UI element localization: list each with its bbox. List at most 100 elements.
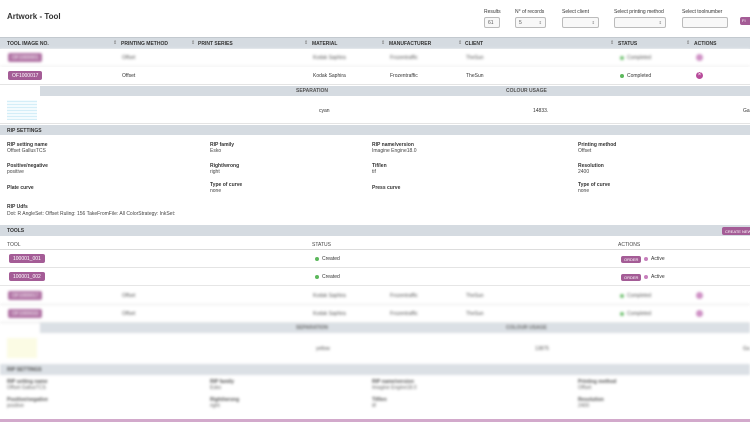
sort-icon[interactable]: ⇕ bbox=[686, 40, 691, 46]
col-status[interactable]: STATUS bbox=[618, 41, 638, 47]
order-button[interactable]: ORDER bbox=[621, 256, 642, 263]
status-dot-icon bbox=[620, 73, 624, 78]
colour-usage-label: COLOUR USAGE bbox=[506, 325, 547, 331]
results-label: Results bbox=[484, 9, 501, 15]
printing-method-filter: Select printing method ⇕ bbox=[614, 9, 666, 28]
active-status: Active bbox=[644, 274, 665, 280]
tool-row[interactable]: 100001_001 Created ORDER Active bbox=[0, 250, 750, 268]
tool-badge[interactable]: 100001_001 bbox=[9, 254, 45, 263]
close-icon[interactable]: × bbox=[696, 72, 703, 79]
create-new-button[interactable]: CREATE NEW bbox=[722, 227, 750, 235]
colour-usage-label: COLOUR USAGE bbox=[506, 88, 547, 94]
order-button[interactable]: ORDER bbox=[621, 274, 642, 281]
client-cell: TheSun bbox=[466, 73, 484, 79]
col-printing-method[interactable]: PRINTING METHOD bbox=[121, 41, 168, 47]
material-cell: Kodak Saphira bbox=[313, 73, 346, 79]
rip-settings-panel: RIP setting name Offset GallusTCS RIP fa… bbox=[0, 375, 750, 419]
status-cell: Completed bbox=[620, 293, 651, 299]
sort-icon[interactable]: ⇕ bbox=[458, 40, 463, 46]
separation-panel: SEPARATION COLOUR USAGE yellow 13875 Ga bbox=[0, 323, 750, 364]
separation-row: cyan 14833. Ga bbox=[0, 96, 750, 124]
rip-field-value: Offset bbox=[578, 148, 592, 154]
rip-field-label: Printing method bbox=[578, 379, 617, 385]
table-header: TOOL IMAGE NO. ⇕ PRINTING METHOD ⇕ PRINT… bbox=[0, 37, 750, 49]
rip-field-value: right bbox=[210, 403, 220, 409]
client-filter: Select client ⇕ bbox=[562, 9, 599, 28]
manufacturer-cell: Frozentraffic bbox=[390, 55, 418, 61]
client-label: Select client bbox=[562, 9, 589, 15]
action-icon[interactable] bbox=[696, 292, 703, 299]
separation-preview-image bbox=[7, 338, 37, 358]
rip-field-value: positive bbox=[7, 403, 24, 409]
rip-field-value: Offset GallusTCS bbox=[7, 148, 46, 154]
records-filter: N° of records 5 ⇕ bbox=[515, 9, 546, 28]
toolnumber-label: Select toolnumber bbox=[682, 9, 723, 15]
filter-button[interactable]: FI bbox=[740, 17, 750, 25]
action-icon[interactable] bbox=[696, 310, 703, 317]
rip-settings-title: RIP SETTINGS bbox=[7, 367, 42, 373]
records-select[interactable]: 5 ⇕ bbox=[515, 17, 546, 28]
col-tool-image[interactable]: TOOL IMAGE NO. bbox=[7, 41, 49, 47]
rip-field-label: RIP family bbox=[210, 379, 235, 385]
rip-field-label: Positive/negative bbox=[7, 163, 48, 169]
rip-field-value: Offset GallusTCS bbox=[7, 385, 46, 391]
table-row[interactable]: OF1000001 Offset Kodak Saphira Frozentra… bbox=[0, 49, 750, 67]
sort-icon[interactable]: ⇕ bbox=[113, 40, 118, 46]
tool-no-badge[interactable]: OF1000001 bbox=[8, 53, 43, 62]
rip-field-value: Esko bbox=[210, 148, 222, 154]
status-dot-icon bbox=[620, 293, 624, 298]
colour-usage-value: 13875 bbox=[535, 346, 549, 352]
separation-color: yellow bbox=[316, 346, 330, 352]
material-cell: Kodak Saphira bbox=[313, 311, 346, 317]
separation-header: SEPARATION COLOUR USAGE bbox=[40, 86, 750, 96]
client-select[interactable]: ⇕ bbox=[562, 17, 599, 28]
sort-icon[interactable]: ⇕ bbox=[610, 40, 615, 46]
rip-field-value: none bbox=[210, 188, 222, 194]
printing-method-cell: Offset bbox=[122, 55, 136, 61]
status-dot-icon bbox=[315, 274, 319, 279]
rip-field-label: Resolution bbox=[578, 397, 604, 403]
rip-field-label: Positive/negative bbox=[7, 397, 48, 403]
rip-field-label: Resolution bbox=[578, 163, 604, 169]
col-client[interactable]: CLIENT bbox=[465, 41, 484, 47]
col-print-series[interactable]: PRINT SERIES bbox=[198, 41, 233, 47]
rip-field-label: Right/wrong bbox=[210, 163, 240, 169]
printing-method-select[interactable]: ⇕ bbox=[614, 17, 666, 28]
page-title: Artwork - Tool bbox=[7, 12, 61, 21]
status-text: Completed bbox=[627, 311, 652, 317]
separation-label: SEPARATION bbox=[296, 325, 329, 331]
action-icon[interactable] bbox=[696, 54, 703, 61]
tool-badge[interactable]: 100001_002 bbox=[9, 272, 45, 281]
blurred-content: OF1000017 Offset Kodak Saphira Frozentra… bbox=[0, 287, 750, 422]
col-tool-status: STATUS bbox=[312, 242, 331, 248]
tool-row[interactable]: 100001_002 Created ORDER Active bbox=[0, 268, 750, 286]
separation-extra: Ga bbox=[743, 346, 750, 352]
col-material[interactable]: MATERIAL bbox=[312, 41, 338, 47]
printing-method-cell: Offset bbox=[122, 293, 136, 299]
sort-icon[interactable]: ⇕ bbox=[304, 40, 309, 46]
rip-settings-panel: RIP setting name Offset GallusTCS RIP fa… bbox=[0, 135, 750, 221]
status-text: Completed bbox=[627, 293, 652, 299]
separation-label: SEPARATION bbox=[296, 88, 329, 94]
select-arrows-icon: ⇕ bbox=[591, 20, 595, 25]
rip-field-value: tif bbox=[372, 403, 376, 409]
sort-icon[interactable]: ⇕ bbox=[191, 40, 196, 46]
records-label: N° of records bbox=[515, 9, 545, 15]
table-row[interactable]: OF1000033 Offset Kodak Saphira Frozentra… bbox=[0, 305, 750, 323]
rip-field-value: tif bbox=[372, 169, 376, 175]
active-dot-icon bbox=[644, 274, 648, 279]
col-manufacturer[interactable]: MANUFACTURER bbox=[389, 41, 432, 47]
tool-status-text: Created bbox=[322, 256, 340, 262]
toolnumber-input[interactable] bbox=[682, 17, 728, 28]
rip-field-value: 2400 bbox=[578, 403, 590, 409]
table-row[interactable]: OF1000017 Offset Kodak Saphira Frozentra… bbox=[0, 287, 750, 305]
tool-no-badge[interactable]: OF1000017 bbox=[8, 291, 43, 300]
toolnumber-filter: Select toolnumber bbox=[682, 9, 728, 28]
active-text: Active bbox=[651, 274, 665, 280]
sort-icon[interactable]: ⇕ bbox=[381, 40, 386, 46]
table-row-expanded[interactable]: OF1000017 Offset Kodak Saphira Frozentra… bbox=[0, 67, 750, 85]
tool-status-text: Created bbox=[322, 274, 340, 280]
rip-field-label: Press curve bbox=[372, 185, 401, 191]
tool-no-badge[interactable]: OF1000017 bbox=[8, 71, 43, 80]
tool-no-badge[interactable]: OF1000033 bbox=[8, 309, 43, 318]
